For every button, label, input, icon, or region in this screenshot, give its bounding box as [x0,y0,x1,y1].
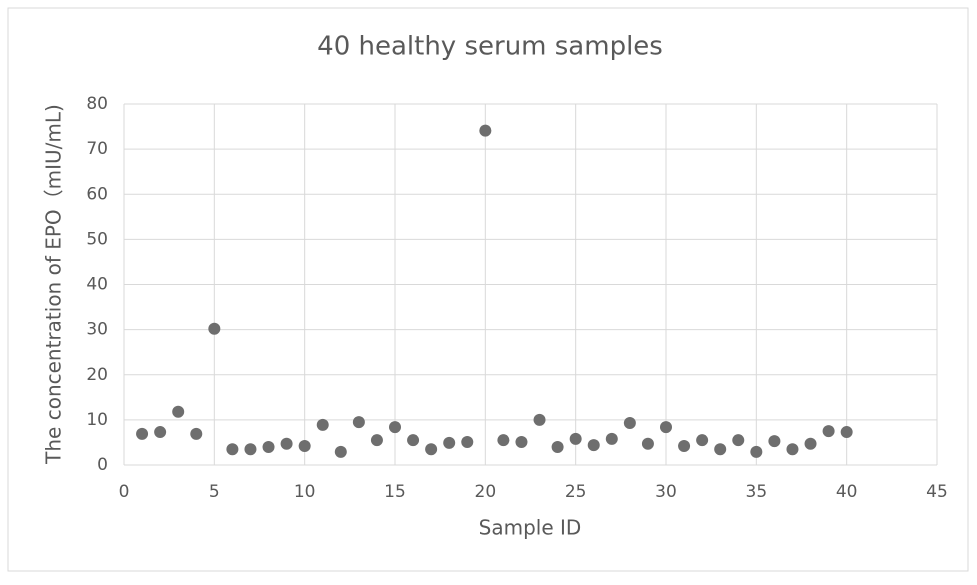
data-point [316,418,329,431]
data-point [334,445,347,458]
data-point [262,440,275,453]
data-point [732,434,745,447]
data-point [136,427,149,440]
data-point [768,435,781,448]
data-point [804,437,817,450]
data-point [551,440,564,453]
data-point [370,434,383,447]
data-point [154,426,167,439]
y-tick-label: 80 [86,94,108,114]
y-tick-label: 30 [86,320,108,340]
data-point [587,439,600,452]
data-point [389,421,401,434]
data-point [226,443,239,456]
x-tick-label: 25 [565,482,587,502]
data-point [352,416,365,429]
chart-title: 40 healthy serum samples [317,32,663,62]
data-point [515,435,528,448]
data-point [641,437,654,450]
x-tick-label: 0 [119,482,130,502]
data-point [244,443,257,456]
data-point [280,437,293,450]
data-point [425,443,438,456]
x-tick-label: 45 [926,482,948,502]
data-point [840,426,853,439]
y-tick-label: 20 [86,365,108,385]
y-tick-label: 40 [86,275,108,295]
data-point [172,405,185,418]
data-point [461,435,474,448]
x-axis-label: Sample ID [479,516,582,540]
data-point [497,434,510,447]
x-tick-label: 10 [294,482,316,502]
x-tick-label: 5 [209,482,220,502]
data-point [208,322,221,335]
chart-border [7,7,969,572]
y-axis-label: The concentration of EPO（mIU/mL) [42,104,66,465]
y-tick-label: 70 [86,139,108,159]
data-point [822,425,835,438]
data-point [678,440,691,453]
data-point [623,417,636,430]
data-point [443,436,456,449]
data-point [533,413,546,426]
y-tick-label: 10 [86,410,108,430]
data-point [714,443,727,456]
y-tick-label: 60 [86,184,108,204]
x-tick-label: 20 [475,482,497,502]
y-tick-label: 0 [97,455,108,475]
data-point [605,432,618,445]
data-point [479,124,492,137]
data-point [407,434,420,447]
data-point [569,432,582,445]
x-tick-label: 15 [384,482,406,502]
data-point [696,434,709,447]
y-tick-label: 50 [86,229,108,249]
data-point [298,440,311,453]
data-point [190,427,203,440]
x-tick-label: 40 [836,482,858,502]
data-point [660,421,672,434]
data-point [750,445,763,458]
x-tick-label: 30 [655,482,677,502]
data-point [786,443,799,456]
x-tick-label: 35 [746,482,768,502]
